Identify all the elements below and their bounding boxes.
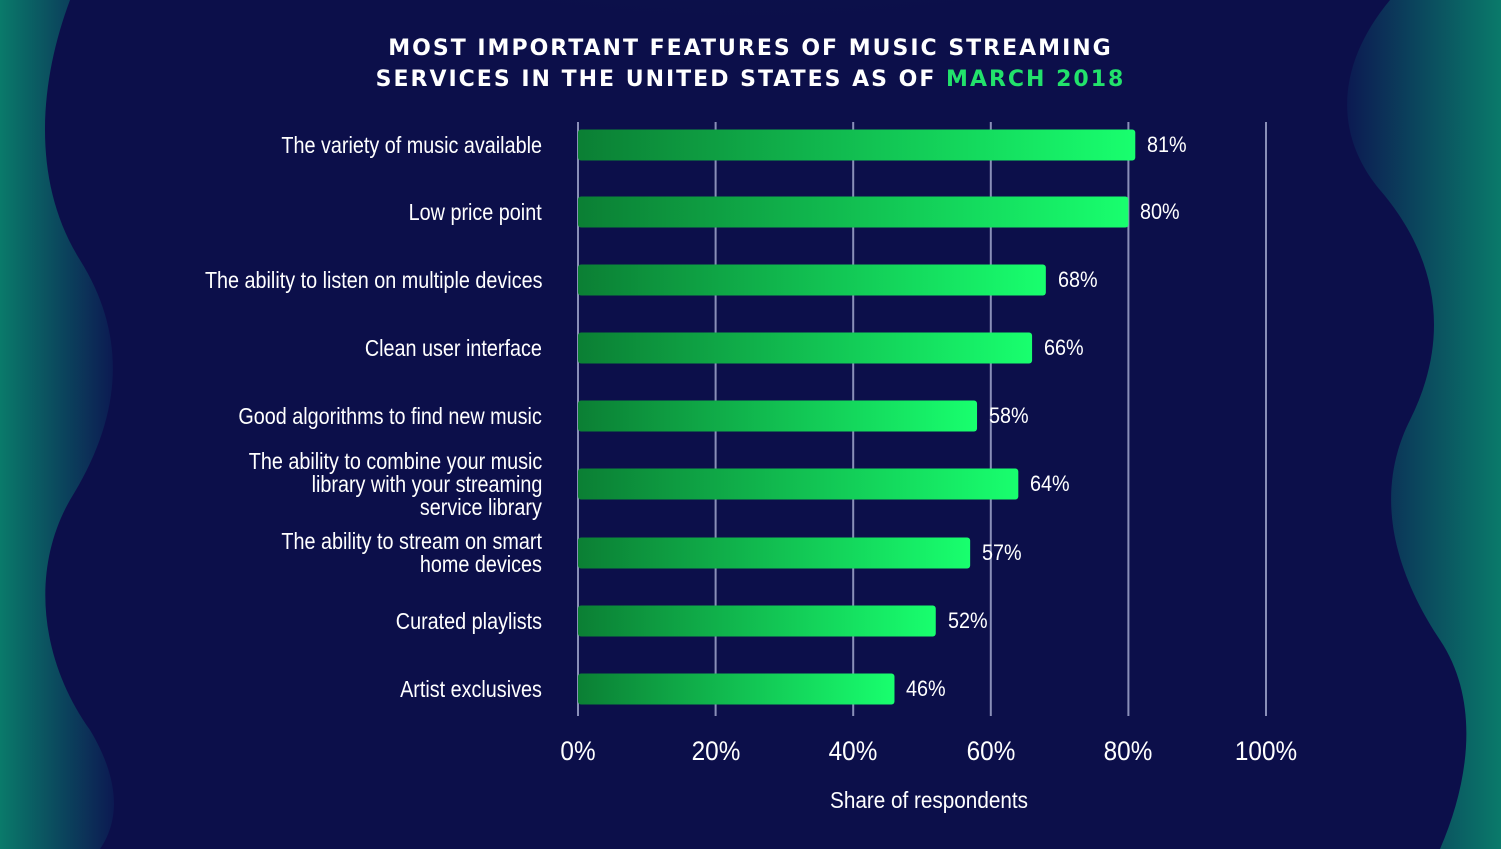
- right-wave-shape: [1347, 0, 1501, 849]
- bar-2: [578, 196, 1129, 228]
- chart-title-line-2: SERVICES IN THE UNITED STATES AS OF MARC…: [0, 64, 1501, 95]
- value-label-8: 52%: [947, 608, 988, 633]
- value-label-9: 46%: [906, 676, 947, 701]
- category-label-8: Curated playlists: [395, 607, 542, 634]
- category-label-7: home devices: [419, 551, 542, 577]
- bar-9: [578, 673, 895, 705]
- bars: [578, 129, 1136, 705]
- bar-3: [578, 264, 1046, 296]
- chart-title-line-1: MOST IMPORTANT FEATURES OF MUSIC STREAMI…: [388, 36, 1113, 61]
- x-tick-label-40: 40%: [828, 736, 878, 766]
- value-label-4: 66%: [1044, 335, 1084, 360]
- value-label-1: 81%: [1147, 132, 1187, 157]
- top-glow: [50, 0, 1450, 330]
- category-label-7: The ability to stream on smart: [281, 528, 542, 554]
- x-tick-label-80: 80%: [1104, 736, 1153, 766]
- category-label-6: library with your streaming: [311, 470, 542, 497]
- x-tick-label-0: 0%: [560, 736, 596, 766]
- category-label-4: Clean user interface: [364, 334, 542, 361]
- x-tick-label-60: 60%: [966, 736, 1016, 766]
- category-label-6: The ability to combine your music: [248, 447, 542, 474]
- value-label-7: 57%: [982, 540, 1022, 565]
- x-tick-label-20: 20%: [691, 736, 740, 766]
- value-label-2: 80%: [1140, 199, 1181, 224]
- x-axis-title: Share of respondents: [830, 787, 1028, 813]
- value-label-6: 64%: [1030, 471, 1070, 496]
- bar-5: [578, 400, 978, 432]
- value-label-3: 68%: [1057, 267, 1098, 292]
- bar-6: [578, 468, 1019, 500]
- bar-7: [578, 537, 971, 569]
- chart-title-date: MARCH 2018: [946, 67, 1126, 92]
- left-wave-shape: [0, 0, 114, 849]
- category-label-2: Low price point: [408, 198, 542, 225]
- category-label-6: service library: [419, 493, 542, 520]
- x-tick-label-100: 100%: [1234, 736, 1298, 766]
- bar-4: [578, 332, 1033, 364]
- category-label-9: Artist exclusives: [400, 675, 542, 702]
- category-label-5: Good algorithms to find new music: [238, 402, 542, 429]
- chart-title-text: SERVICES IN THE UNITED STATES AS OF: [375, 67, 947, 92]
- bar-1: [578, 129, 1136, 161]
- value-label-5: 58%: [989, 403, 1029, 428]
- bar-8: [578, 605, 936, 637]
- category-label-1: The variety of music available: [281, 131, 542, 158]
- category-label-3: The ability to listen on multiple device…: [204, 266, 542, 293]
